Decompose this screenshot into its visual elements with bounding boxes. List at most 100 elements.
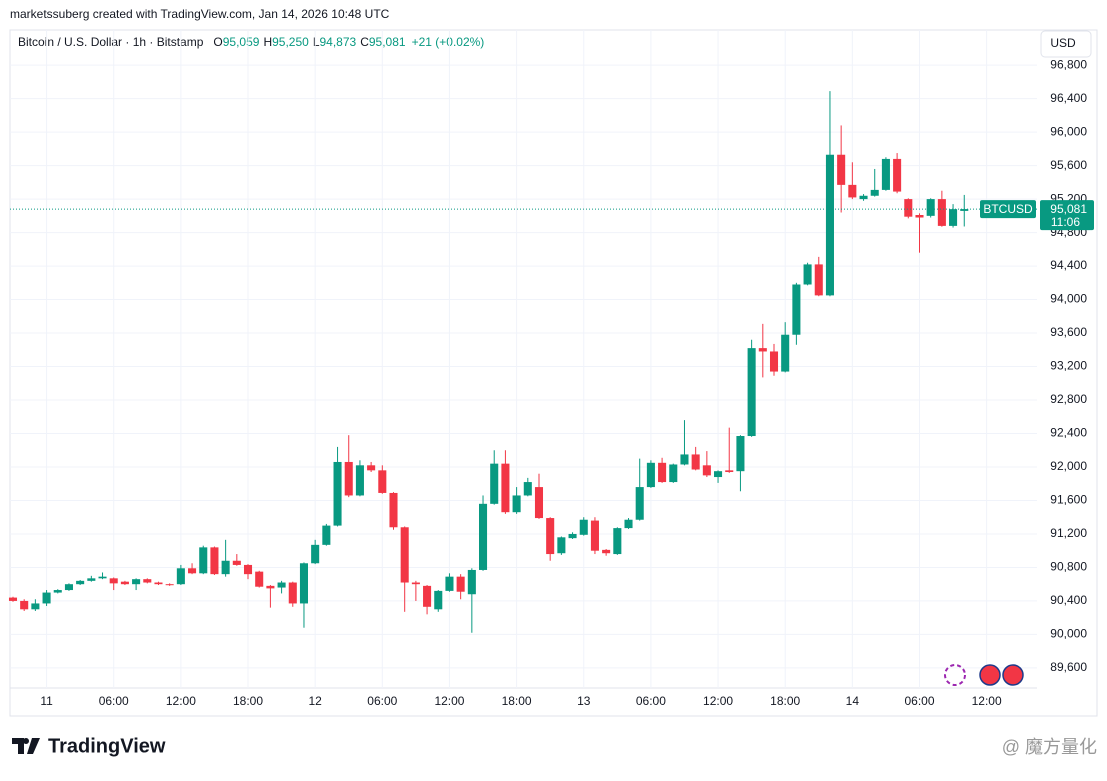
candle-body xyxy=(691,454,700,470)
candle-body xyxy=(949,209,958,226)
x-tick-label: 06:00 xyxy=(636,694,666,708)
candle-body xyxy=(87,578,96,581)
candle-body xyxy=(557,537,566,554)
y-tick-label: 96,400 xyxy=(1050,91,1087,105)
candle-body xyxy=(154,582,163,585)
candle-body xyxy=(490,463,499,504)
candle-body xyxy=(825,154,834,296)
candle-body xyxy=(792,284,801,335)
currency[interactable]: USD xyxy=(1050,36,1076,50)
x-tick-label: 12:00 xyxy=(166,694,196,708)
candle-body xyxy=(232,560,241,565)
flag-icon[interactable] xyxy=(979,664,1001,686)
candle-body xyxy=(915,215,924,218)
price-tag xyxy=(1040,200,1094,231)
flag-icon[interactable] xyxy=(1002,664,1024,686)
y-tick-label: 92,800 xyxy=(1050,392,1087,406)
y-tick-label: 95,600 xyxy=(1050,158,1087,172)
y-tick-label: 93,600 xyxy=(1050,325,1087,339)
candle-body xyxy=(814,264,823,296)
y-tick-label: 94,000 xyxy=(1050,292,1087,306)
candle-body xyxy=(64,584,73,591)
candle-body xyxy=(467,569,476,595)
candle-body xyxy=(411,582,420,585)
candle-body xyxy=(747,348,756,437)
candle-body xyxy=(926,199,935,216)
y-tick-label: 96,800 xyxy=(1050,57,1087,71)
candle-body xyxy=(714,471,723,478)
x-tick-label: 06:00 xyxy=(904,694,934,708)
candle-body xyxy=(255,571,264,587)
candle-body xyxy=(523,482,532,496)
candle-body xyxy=(20,600,29,610)
y-tick-label: 91,200 xyxy=(1050,526,1087,540)
symbol: Bitcoin / U.S. Dollar · 1h · Bitstamp xyxy=(18,35,204,49)
x-tick-label: 12:00 xyxy=(703,694,733,708)
y-tick-label: 91,600 xyxy=(1050,493,1087,507)
candle-body xyxy=(624,519,633,529)
candle-body xyxy=(42,592,51,604)
candle-body xyxy=(423,585,432,607)
candle-body xyxy=(534,487,544,519)
candle-body xyxy=(389,492,398,528)
x-tick-label: 12:00 xyxy=(434,694,464,708)
candle-body xyxy=(243,564,253,575)
price-tag-text: 95,081 xyxy=(1050,202,1087,216)
candle-body xyxy=(76,580,85,585)
candle-body xyxy=(333,461,342,526)
candle-body xyxy=(434,590,443,610)
symbol-tag-text: BTCUSD xyxy=(983,202,1033,216)
x-tick-label: 18:00 xyxy=(770,694,800,708)
candle-body xyxy=(299,563,308,604)
candle-body xyxy=(546,518,555,555)
candle-body xyxy=(31,603,40,610)
candle-body xyxy=(870,189,879,196)
currency-button[interactable] xyxy=(1040,30,1092,58)
candle-body xyxy=(702,465,711,476)
candle-body xyxy=(199,547,208,574)
candle-body xyxy=(568,533,577,539)
candle-body xyxy=(277,582,286,588)
candle-body xyxy=(8,597,18,601)
x-tick-label: 11 xyxy=(40,694,53,708)
candle-body xyxy=(904,199,913,217)
candle-body xyxy=(859,195,868,200)
logo-text: TradingView xyxy=(48,735,166,757)
credit: marketssuberg created with TradingView.c… xyxy=(10,7,390,21)
x-tick-label: 18:00 xyxy=(502,694,532,708)
candle-body xyxy=(53,590,62,593)
ohlc-key: O xyxy=(213,35,222,49)
candle-body xyxy=(512,495,521,513)
candle-body xyxy=(367,465,376,471)
candle-body xyxy=(579,519,588,535)
x-tick-label: 18:00 xyxy=(233,694,263,708)
candle-body xyxy=(456,576,465,592)
candle-body xyxy=(143,579,152,583)
axes: 89,600 90,000 90,400 90,800 91,200 91,600 92,0… xyxy=(40,57,1094,708)
candle-body xyxy=(109,578,118,584)
candle-body xyxy=(400,527,409,583)
event-icon[interactable] xyxy=(944,664,966,686)
candle-body xyxy=(120,581,129,585)
candle-body xyxy=(266,585,275,589)
candle-body xyxy=(736,436,745,472)
candle-body xyxy=(445,576,454,591)
candle-body xyxy=(646,462,655,488)
x-tick-label: 06:00 xyxy=(99,694,129,708)
ohlc-value: 95,059 xyxy=(223,35,260,49)
candle-body xyxy=(355,465,364,496)
ohlc-value: 95,081 xyxy=(369,35,406,49)
candles xyxy=(8,91,1037,633)
event-icons xyxy=(944,664,1024,686)
candle-body xyxy=(803,264,812,285)
x-tick-label: 12:00 xyxy=(972,694,1002,708)
ohlc-key: L xyxy=(313,35,320,49)
candle-body xyxy=(758,348,767,352)
candle-body xyxy=(188,568,197,574)
countdown-text: 11:06 xyxy=(1051,215,1080,229)
candle-body xyxy=(613,528,622,555)
candle-body xyxy=(132,579,141,585)
y-tick-label: 90,400 xyxy=(1050,593,1087,607)
candle-body xyxy=(210,547,219,575)
